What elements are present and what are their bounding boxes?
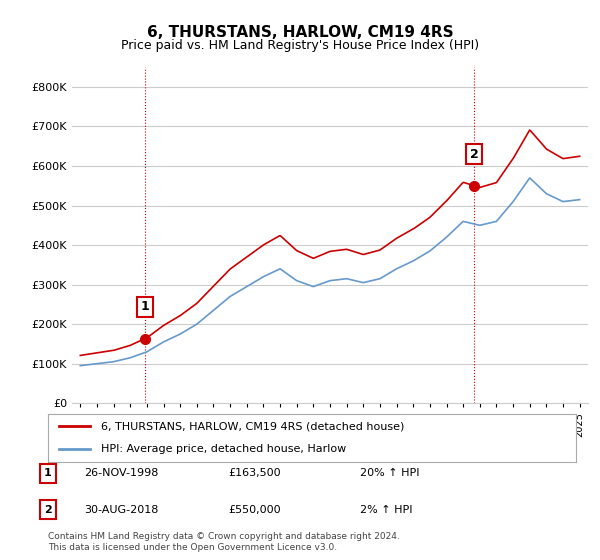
Text: 30-AUG-2018: 30-AUG-2018 (84, 505, 158, 515)
Text: 6, THURSTANS, HARLOW, CM19 4RS (detached house): 6, THURSTANS, HARLOW, CM19 4RS (detached… (101, 421, 404, 431)
Text: Contains HM Land Registry data © Crown copyright and database right 2024.
This d: Contains HM Land Registry data © Crown c… (48, 532, 400, 552)
Text: 1: 1 (141, 301, 149, 314)
Text: 1: 1 (44, 468, 52, 478)
Text: 2% ↑ HPI: 2% ↑ HPI (360, 505, 413, 515)
Text: 26-NOV-1998: 26-NOV-1998 (84, 468, 158, 478)
Text: £550,000: £550,000 (228, 505, 281, 515)
Text: 20% ↑ HPI: 20% ↑ HPI (360, 468, 419, 478)
Text: 2: 2 (44, 505, 52, 515)
Text: 2: 2 (470, 148, 479, 161)
Text: £163,500: £163,500 (228, 468, 281, 478)
Text: 6, THURSTANS, HARLOW, CM19 4RS: 6, THURSTANS, HARLOW, CM19 4RS (146, 25, 454, 40)
Text: Price paid vs. HM Land Registry's House Price Index (HPI): Price paid vs. HM Land Registry's House … (121, 39, 479, 52)
Text: HPI: Average price, detached house, Harlow: HPI: Average price, detached house, Harl… (101, 444, 346, 454)
